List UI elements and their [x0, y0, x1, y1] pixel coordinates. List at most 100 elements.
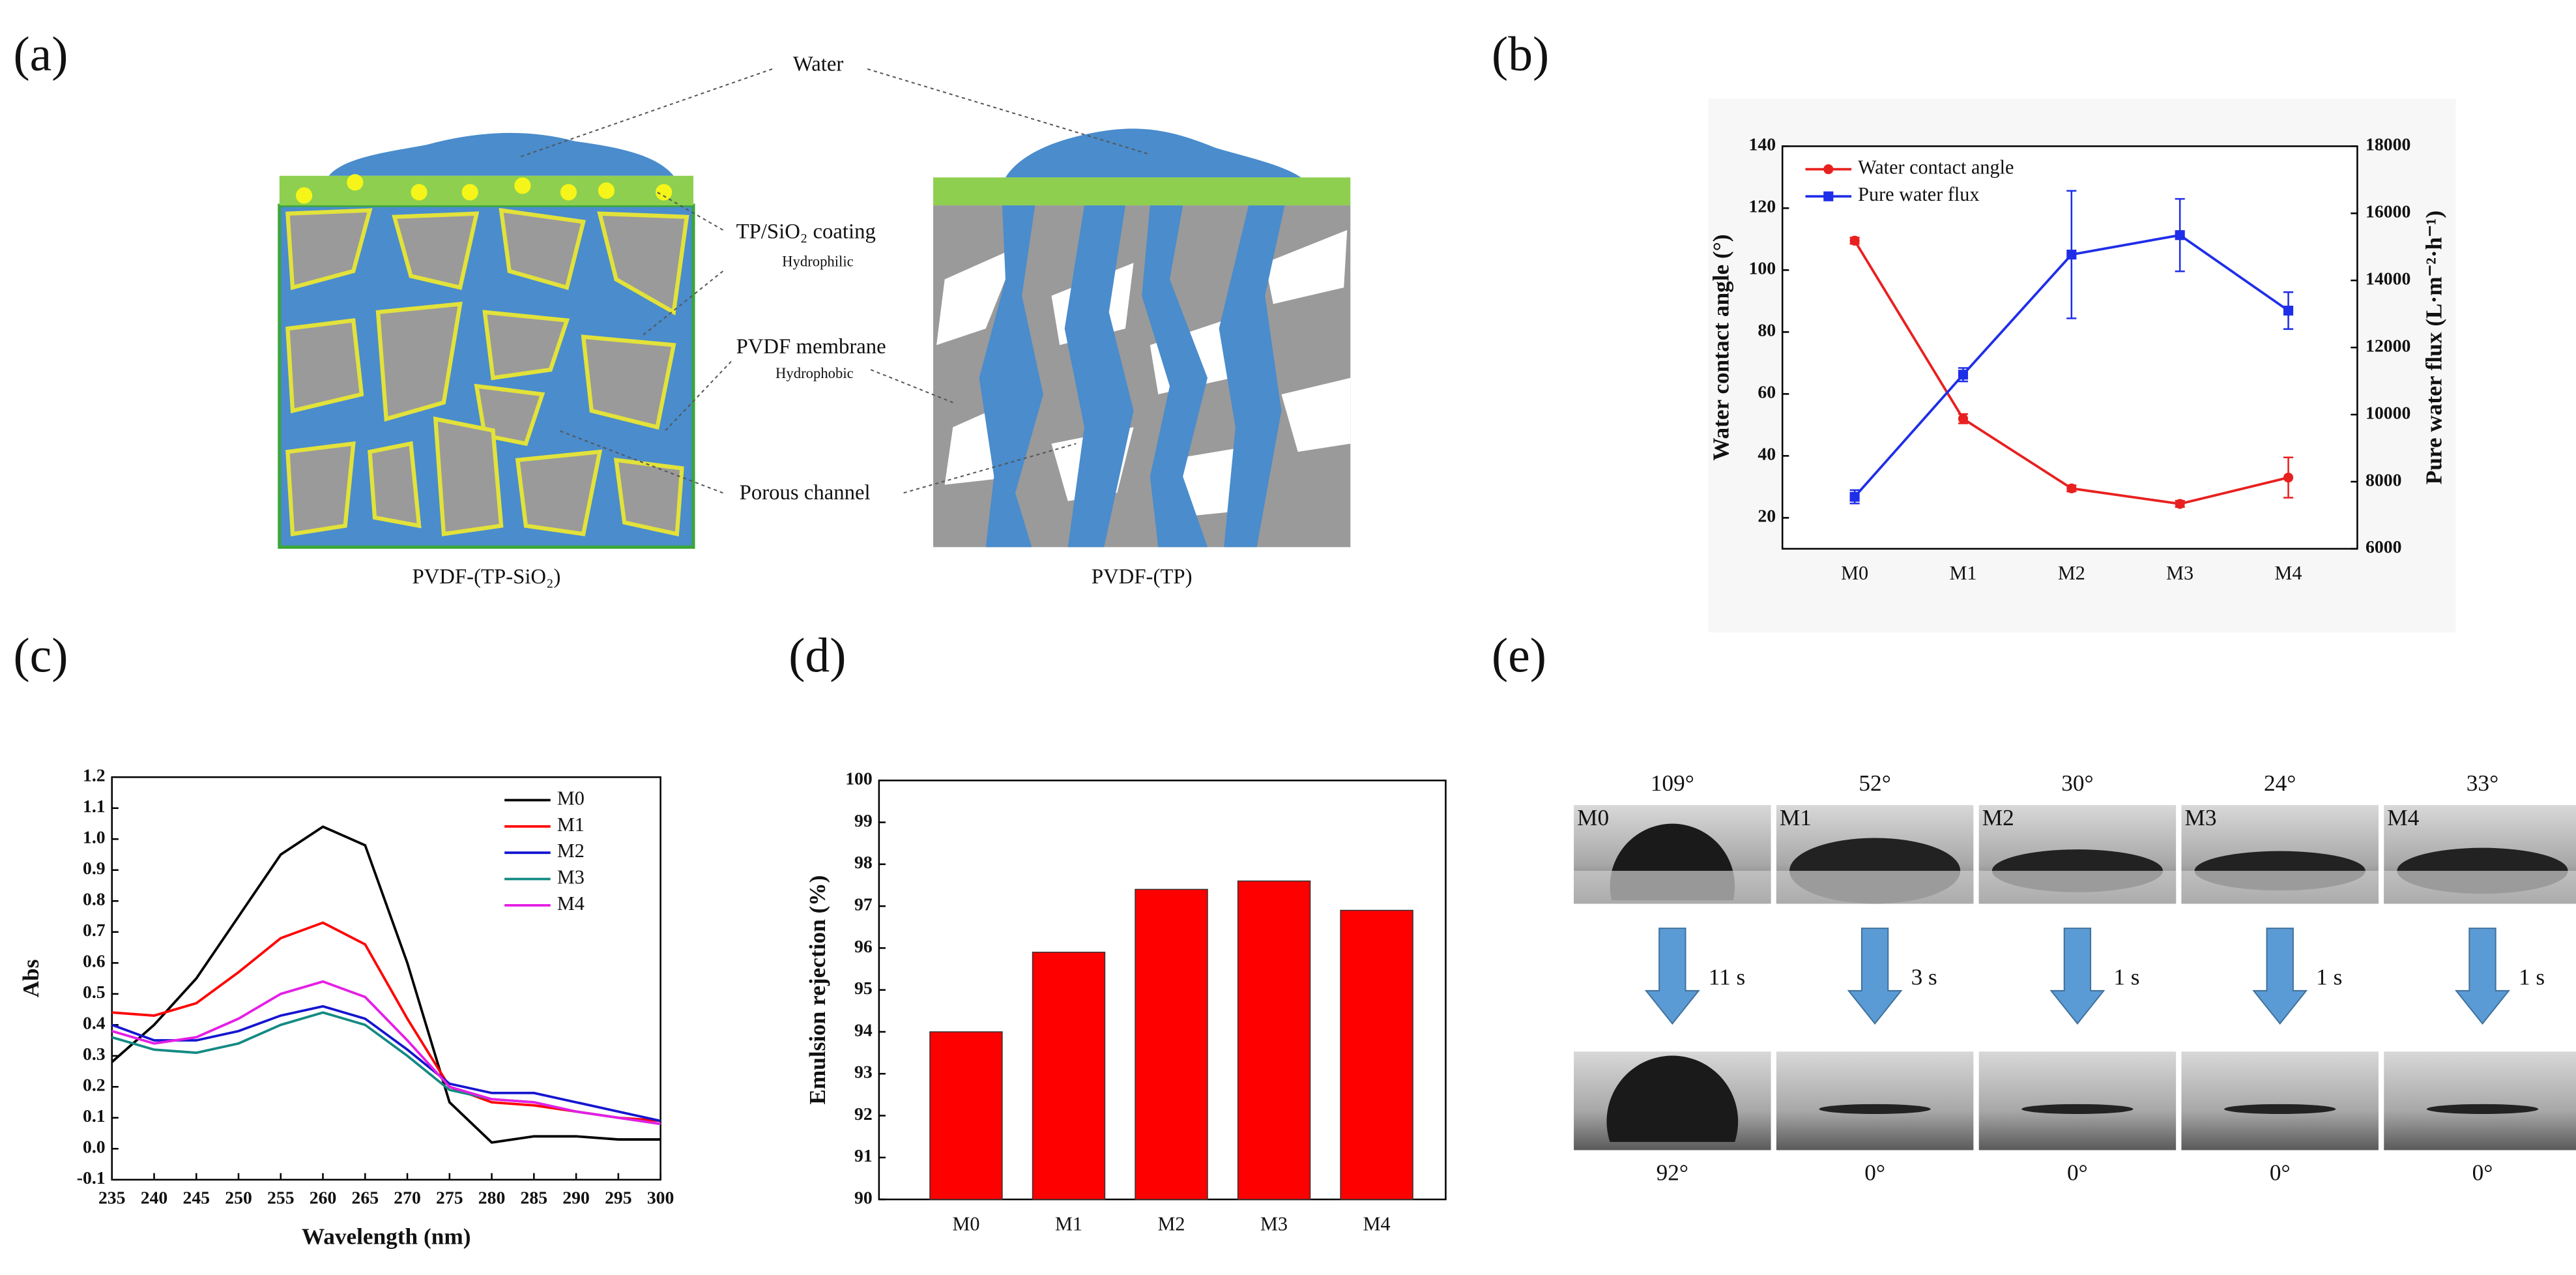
time-label: 1 s	[2316, 964, 2342, 989]
x-tick-label: M0	[952, 1212, 979, 1235]
series-line	[111, 825, 661, 1144]
label: PVDF membrane	[736, 335, 886, 359]
angle-before: 33°	[2467, 770, 2498, 796]
y-tick-label: 92	[854, 1104, 873, 1124]
photo-base	[1978, 870, 2177, 904]
time-label: 11 s	[1709, 964, 1746, 989]
plot-area	[111, 776, 661, 1181]
y-tick-label: 0.1	[83, 1106, 106, 1126]
y-tick-label: 97	[854, 894, 873, 914]
x-tick-label: M2	[2058, 562, 2085, 584]
panel-label: (d)	[789, 629, 846, 683]
angle-after: 92°	[1657, 1160, 1688, 1185]
x-tick-label: 300	[647, 1187, 674, 1207]
arrow	[1847, 928, 1903, 1025]
series-line	[111, 1004, 661, 1122]
y-tick-label: 1.0	[83, 827, 106, 847]
sample-label: M2	[1982, 805, 2014, 830]
y-tick-label: 80	[1758, 320, 1776, 340]
angle-before: 30°	[2061, 770, 2093, 796]
y-axis-label: Emulsion rejection (%)	[805, 875, 830, 1105]
y-tick-label: 1.2	[83, 765, 106, 785]
sample-label: M3	[2185, 805, 2217, 830]
x-tick-label: 240	[141, 1187, 168, 1207]
panel-label: (e)	[1492, 629, 1546, 683]
x-tick-label: 255	[267, 1187, 295, 1207]
y-tick-label: 99	[854, 810, 873, 830]
x-tick-label: M2	[1158, 1212, 1185, 1235]
legend-label: M2	[557, 840, 585, 862]
droplet	[2021, 1104, 2134, 1114]
label: Water	[793, 52, 843, 76]
y-tick-label: 0.8	[83, 889, 106, 909]
x-tick-label: 285	[521, 1187, 548, 1207]
angle-after: 0°	[1864, 1160, 1885, 1185]
x-tick-label: 250	[225, 1187, 252, 1207]
marker	[1958, 413, 1969, 424]
x-tick-label: 280	[478, 1187, 506, 1207]
droplet	[2426, 1104, 2539, 1114]
coating	[933, 177, 1351, 206]
y2-tick-label: 6000	[2366, 536, 2401, 557]
bar	[1237, 880, 1311, 1200]
y2-tick-label: 8000	[2366, 469, 2401, 490]
panel-label: (c)	[14, 629, 68, 683]
x-tick-label: 290	[562, 1187, 590, 1207]
marker	[1849, 491, 1860, 502]
sample-label: M0	[1577, 805, 1609, 830]
y-tick-label: 1.1	[83, 796, 106, 816]
y-tick-label: 100	[845, 769, 873, 789]
sample-label: M4	[2387, 805, 2419, 830]
y-tick-label: 91	[854, 1145, 873, 1165]
photo	[2181, 1051, 2379, 1150]
droplet	[1819, 1104, 1931, 1114]
water-drop	[328, 132, 674, 176]
y-tick-label: 0.7	[83, 920, 106, 940]
x-tick-label: 275	[436, 1187, 463, 1207]
angle-after: 0°	[2270, 1160, 2291, 1185]
y-tick-label: 40	[1758, 444, 1776, 464]
x-tick-label: 260	[310, 1187, 337, 1207]
droplet	[1606, 1055, 1739, 1142]
y-tick-label: 0.6	[83, 951, 106, 971]
x-tick-label: 270	[394, 1187, 421, 1207]
label: Hydrophobic	[775, 365, 854, 381]
photo-base	[1574, 870, 1771, 904]
water-drop	[1005, 128, 1301, 178]
x-tick-label: 265	[352, 1187, 379, 1207]
photo	[1776, 1051, 1974, 1150]
photo-base	[2384, 870, 2576, 904]
y2-tick-label: 14000	[2366, 269, 2410, 289]
y-axis-label: Water contact angle (°)	[1709, 234, 1734, 460]
y-tick-label: 20	[1758, 506, 1776, 526]
marker	[2175, 230, 2185, 241]
legend-label: M4	[557, 892, 585, 915]
angle-before: 52°	[1859, 770, 1890, 796]
y-tick-label: 0.4	[83, 1013, 106, 1033]
marker	[2283, 473, 2294, 483]
panel-label: (a)	[14, 27, 68, 81]
membrane-border	[278, 203, 695, 549]
photo	[2384, 1051, 2576, 1150]
y-tick-label: 0.0	[83, 1137, 106, 1157]
angle-before: 24°	[2264, 770, 2296, 796]
photo-base	[1776, 870, 1974, 904]
marker	[2066, 249, 2077, 260]
sio2-particles	[296, 174, 673, 204]
x-tick-label: 245	[182, 1187, 210, 1207]
legend-label: Water contact angle	[1858, 156, 2014, 179]
x-axis-label: Wavelength (nm)	[302, 1224, 471, 1250]
marker	[2283, 305, 2294, 316]
marker	[2066, 483, 2077, 493]
panel-label: (b)	[1492, 27, 1549, 81]
y-tick-label: 0.9	[83, 858, 106, 878]
photo	[1978, 1051, 2177, 1150]
channels	[979, 205, 1285, 548]
droplet	[2224, 1104, 2336, 1114]
y-tick-label: 95	[854, 978, 873, 998]
y-tick-label: 90	[854, 1187, 873, 1207]
x-tick-label: M1	[1949, 562, 1976, 584]
legend-label: M0	[557, 787, 585, 809]
y-tick-label: 120	[1749, 196, 1776, 216]
